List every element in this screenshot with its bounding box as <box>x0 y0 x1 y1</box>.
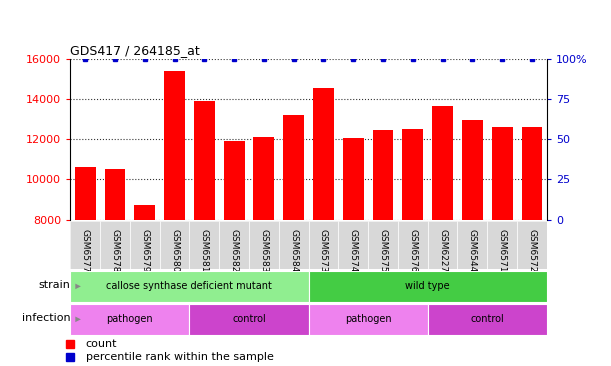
Bar <box>194 101 214 366</box>
Bar <box>458 221 488 269</box>
Bar <box>70 304 189 335</box>
Text: GDS417 / 264185_at: GDS417 / 264185_at <box>70 44 200 57</box>
Bar <box>338 221 368 269</box>
Text: GSM6579: GSM6579 <box>141 228 149 272</box>
Bar <box>428 304 547 335</box>
Text: GSM6544: GSM6544 <box>468 228 477 272</box>
Bar <box>254 137 274 366</box>
Bar <box>189 221 219 269</box>
Text: GSM6227: GSM6227 <box>438 228 447 272</box>
Bar <box>75 167 95 366</box>
Bar <box>492 127 513 366</box>
Bar <box>522 127 543 366</box>
Bar <box>313 88 334 366</box>
Text: GSM6577: GSM6577 <box>81 228 90 272</box>
Text: count: count <box>86 339 117 350</box>
Text: GSM6584: GSM6584 <box>289 228 298 272</box>
Text: pathogen: pathogen <box>106 314 153 324</box>
Bar <box>309 304 428 335</box>
Bar <box>517 221 547 269</box>
Bar <box>70 221 100 269</box>
Bar <box>104 169 125 366</box>
Text: wild type: wild type <box>405 281 450 291</box>
Bar <box>70 271 309 302</box>
Text: GSM6582: GSM6582 <box>230 228 238 272</box>
Bar <box>373 130 393 366</box>
Text: GSM6580: GSM6580 <box>170 228 179 272</box>
Bar <box>368 221 398 269</box>
Text: GSM6581: GSM6581 <box>200 228 209 272</box>
Text: GSM6573: GSM6573 <box>319 228 328 272</box>
Bar <box>249 221 279 269</box>
Text: GSM6571: GSM6571 <box>498 228 507 272</box>
Text: GSM6583: GSM6583 <box>260 228 268 272</box>
Bar <box>130 221 159 269</box>
Bar <box>284 115 304 366</box>
Text: control: control <box>470 314 504 324</box>
Bar <box>403 129 423 366</box>
Text: percentile rank within the sample: percentile rank within the sample <box>86 352 273 362</box>
Bar <box>398 221 428 269</box>
Bar <box>100 221 130 269</box>
Bar <box>279 221 309 269</box>
Text: control: control <box>232 314 266 324</box>
Bar <box>462 120 483 366</box>
Text: GSM6578: GSM6578 <box>111 228 119 272</box>
Bar <box>343 138 364 366</box>
Bar <box>219 221 249 269</box>
Text: GSM6575: GSM6575 <box>379 228 387 272</box>
Bar <box>488 221 517 269</box>
Text: GSM6574: GSM6574 <box>349 228 357 272</box>
Bar <box>309 271 547 302</box>
Bar <box>224 141 244 366</box>
Text: strain: strain <box>38 280 70 290</box>
Bar <box>309 221 338 269</box>
Bar <box>432 106 453 366</box>
Text: infection: infection <box>21 313 70 323</box>
Bar <box>134 205 155 366</box>
Text: callose synthase deficient mutant: callose synthase deficient mutant <box>106 281 273 291</box>
Text: GSM6572: GSM6572 <box>527 228 536 272</box>
Bar <box>189 304 309 335</box>
Bar <box>164 71 185 366</box>
Bar <box>159 221 189 269</box>
Bar <box>428 221 458 269</box>
Text: pathogen: pathogen <box>345 314 392 324</box>
Text: GSM6576: GSM6576 <box>408 228 417 272</box>
